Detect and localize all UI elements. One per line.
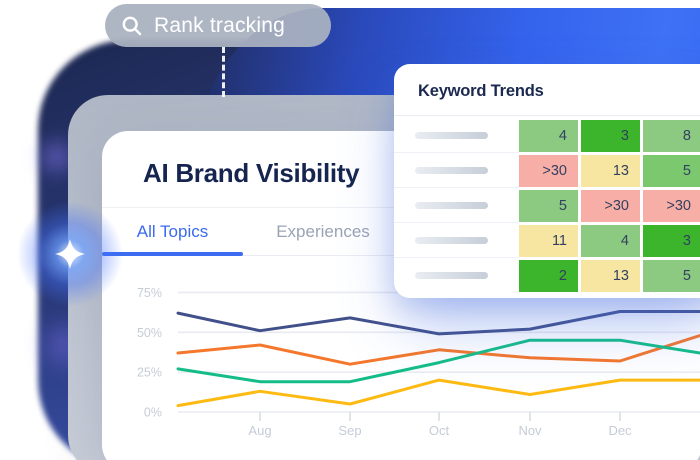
keyword-placeholder bbox=[394, 188, 519, 223]
rank-cell: 5 bbox=[643, 259, 700, 292]
rank-cell: >30 bbox=[519, 154, 578, 187]
rank-cell: 4 bbox=[581, 224, 640, 257]
rank-cell: 13 bbox=[581, 259, 640, 292]
skeleton-bar bbox=[415, 201, 488, 209]
table-row: 11 4 3 bbox=[394, 223, 700, 258]
tab-all-topics[interactable]: All Topics bbox=[102, 208, 243, 256]
rank-cell: >30 bbox=[581, 189, 640, 222]
rank-cell: 4 bbox=[519, 119, 578, 152]
table-row: 5 >30 >30 bbox=[394, 188, 700, 223]
badge-label: Rank tracking bbox=[154, 13, 285, 37]
skeleton-bar bbox=[415, 166, 488, 174]
rank-cells: 11 4 3 bbox=[519, 223, 700, 258]
table-row: 2 13 5 bbox=[394, 258, 700, 293]
rank-cell: 8 bbox=[643, 119, 700, 152]
card-title: Keyword Trends bbox=[418, 82, 544, 100]
skeleton-bar bbox=[415, 236, 488, 244]
divider bbox=[394, 115, 700, 116]
rank-cell: 11 bbox=[519, 224, 578, 257]
page-title: AI Brand Visibility bbox=[143, 158, 360, 188]
rank-cells: >30 13 5 bbox=[519, 153, 700, 188]
rank-cell: >30 bbox=[643, 189, 700, 222]
purple-glow-dot bbox=[42, 142, 72, 172]
keyword-placeholder bbox=[394, 153, 519, 188]
dashed-connector-line bbox=[222, 47, 225, 97]
tab-label: Experiences bbox=[276, 221, 370, 241]
rank-cell: 3 bbox=[643, 224, 700, 257]
rank-cell: 3 bbox=[581, 119, 640, 152]
keyword-trends-card: Keyword Trends 4 3 8 >30 13 5 5 >30 >30 11 4 3 2 13 5 bbox=[394, 64, 700, 298]
card-header: AI Brand Visibility bbox=[102, 131, 700, 208]
rank-cells: 2 13 5 bbox=[519, 258, 700, 293]
rank-cells: 5 >30 >30 bbox=[519, 188, 700, 223]
keyword-placeholder bbox=[394, 223, 519, 258]
table-row: >30 13 5 bbox=[394, 153, 700, 188]
active-tab-underline bbox=[102, 252, 243, 256]
skeleton-bar bbox=[415, 272, 488, 279]
rank-cell: 13 bbox=[581, 154, 640, 187]
sparkle-icon bbox=[55, 239, 85, 269]
tab-experiences[interactable]: Experiences bbox=[243, 208, 403, 255]
skeleton-bar bbox=[415, 131, 488, 139]
search-icon bbox=[122, 16, 142, 35]
tab-label: All Topics bbox=[136, 221, 209, 241]
keyword-rank-table: 4 3 8 >30 13 5 5 >30 >30 11 4 3 2 13 5 bbox=[394, 116, 700, 293]
keyword-placeholder bbox=[394, 258, 519, 293]
rank-cell: 5 bbox=[643, 154, 700, 187]
rank-cell: 5 bbox=[519, 189, 578, 222]
rank-cell: 2 bbox=[519, 259, 578, 292]
rank-tracking-badge: Rank tracking bbox=[105, 4, 331, 47]
keyword-placeholder bbox=[394, 118, 519, 153]
